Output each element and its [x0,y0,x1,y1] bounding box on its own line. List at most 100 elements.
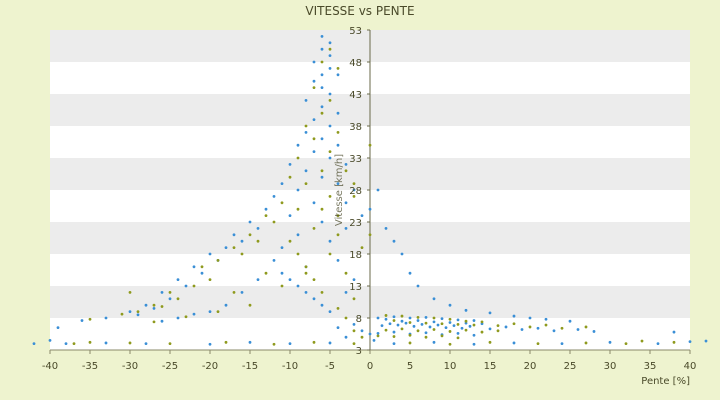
data-point [440,334,444,338]
data-point [360,246,364,250]
data-point [280,284,284,288]
data-point [432,320,436,324]
data-point [312,297,316,301]
y-tick-label: 23 [349,218,362,229]
data-point [312,278,316,281]
data-point [416,319,420,322]
data-point [208,342,212,346]
data-point [192,312,196,316]
data-point [360,329,364,333]
data-point [344,163,348,166]
x-tick-label: -5 [325,361,335,372]
data-point [168,291,172,294]
data-point [472,333,476,337]
data-point [520,328,524,331]
data-point [528,325,532,329]
data-point [272,220,276,224]
data-point [296,188,300,192]
data-point [576,328,580,331]
data-point [424,321,428,325]
data-point [256,278,260,281]
data-point [448,330,452,333]
data-point [280,182,284,186]
data-point [424,315,428,319]
data-point [88,317,92,321]
data-point [416,329,420,333]
data-point [464,308,468,312]
data-point [376,316,380,320]
data-point [104,316,108,320]
data-point [328,54,332,57]
data-point [408,333,412,337]
x-tick-label: 5 [407,361,413,372]
data-point [328,252,332,256]
data-point [352,182,356,186]
data-point [320,105,324,109]
x-tick-label: -25 [162,361,178,372]
data-point [472,342,476,346]
data-point [128,291,132,294]
data-point [432,297,436,301]
data-point [376,334,380,338]
data-point [152,303,156,307]
data-point [328,41,332,45]
y-tick-label: 43 [349,90,362,101]
data-point [336,182,340,186]
data-point [296,233,300,237]
x-tick-label: 40 [684,361,697,372]
data-point [200,265,204,269]
data-point [672,340,676,344]
data-point [248,340,252,344]
data-point [704,339,708,343]
x-axis-label: Pente [%] [641,376,690,387]
data-point [296,143,300,147]
data-point [320,175,324,179]
data-point [328,99,332,102]
data-point [656,342,660,345]
data-point [320,137,324,141]
y-tick-label: 18 [349,250,362,261]
data-point [344,316,348,320]
data-point [456,331,460,335]
data-point [272,342,276,346]
data-point [440,317,444,321]
data-point [304,271,308,275]
data-point [344,271,348,275]
data-point [336,67,340,70]
chart-title: VITESSE vs PENTE [305,4,414,18]
data-point [472,319,476,322]
data-point [488,327,492,331]
data-point [168,297,172,301]
data-point [240,239,244,243]
data-point [376,331,380,335]
data-point [288,163,292,166]
data-point [80,319,84,322]
data-point [312,118,316,121]
data-point [192,284,196,288]
data-point [312,86,316,89]
data-point [328,341,332,345]
data-point [444,326,448,329]
data-point [264,271,268,275]
data-point [416,315,420,319]
data-point [48,339,52,342]
data-point [136,310,140,313]
data-points [32,35,708,346]
data-point [480,330,484,334]
data-point [296,156,300,160]
data-point [408,316,412,320]
data-point [544,317,548,321]
data-point [468,324,472,328]
data-point [152,307,156,310]
data-point [432,316,436,320]
data-point [424,335,428,339]
data-point [320,47,324,51]
data-point [408,321,412,324]
data-point [280,271,284,275]
data-point [400,319,404,323]
data-point [120,312,124,316]
data-point [352,278,356,281]
data-point [344,169,348,173]
x-tick-label: -20 [202,361,218,372]
